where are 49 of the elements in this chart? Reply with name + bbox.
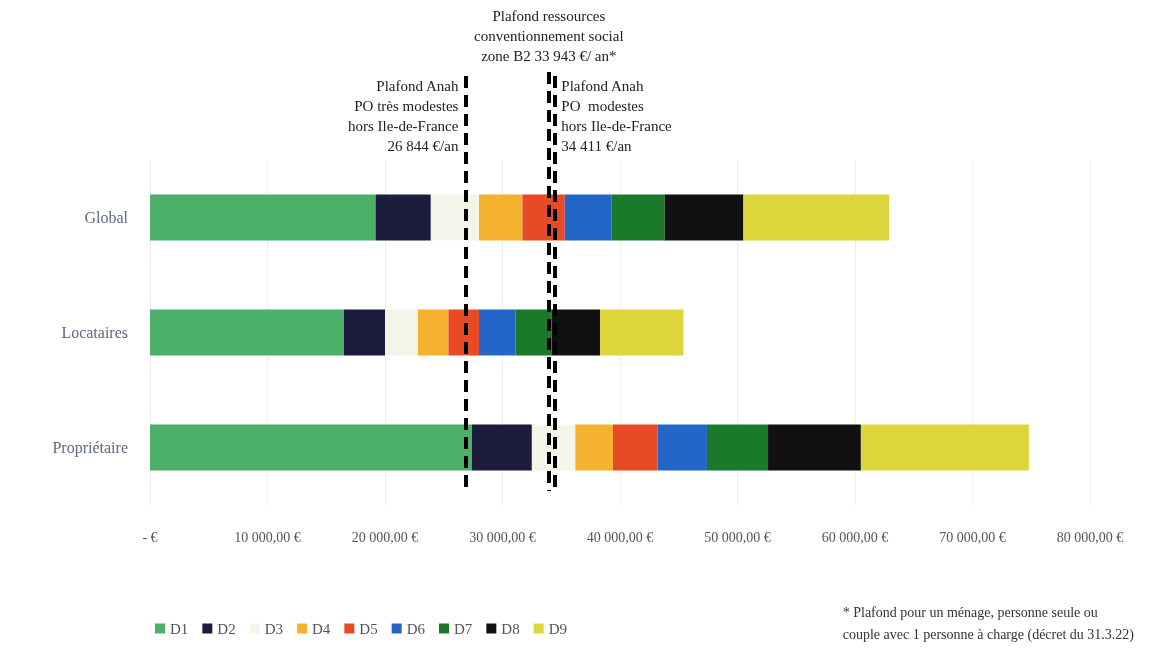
- bar: [657, 424, 707, 471]
- y-tick-label: Locataires: [61, 324, 128, 341]
- x-tick-label: 20 000,00 €: [351, 529, 419, 545]
- legend-label: D5: [359, 620, 378, 637]
- bar: [564, 194, 612, 241]
- bar: [417, 309, 449, 356]
- bar: [612, 424, 658, 471]
- legend-label: D6: [406, 620, 426, 637]
- bar: [515, 309, 552, 356]
- text: * Plafond pour un ménage, personne seule ou couple avec 1 personne à charge (décret du 31.3.22): [842, 604, 1135, 643]
- bar: [768, 424, 861, 471]
- bar: [343, 309, 385, 356]
- x-tick-label: 80 000,00 €: [1056, 529, 1124, 545]
- bar: [706, 424, 769, 471]
- bar: [479, 309, 516, 356]
- bar: [150, 424, 472, 471]
- bar: [664, 194, 744, 241]
- bar: [600, 309, 684, 356]
- x-tick-label: 50 000,00 €: [704, 529, 771, 545]
- bar: [471, 424, 532, 471]
- bar: [479, 194, 523, 241]
- bar: [430, 194, 479, 241]
- bar: [448, 309, 479, 356]
- bar: [611, 194, 665, 241]
- x-tick-label: 10 000,00 €: [234, 529, 301, 545]
- bar: [150, 309, 344, 356]
- x-tick-label: 40 000,00 €: [586, 529, 654, 545]
- bar: [860, 424, 1029, 471]
- legend-label: D3: [264, 620, 284, 637]
- x-tick-label: - €: [142, 529, 158, 545]
- legend-label: D4: [312, 620, 331, 637]
- ref-line-label: Plafond Anah PO très modestes hors Ile-de-France 26 844 €/an: [348, 78, 459, 154]
- y-tick-label: Propriétaire: [52, 439, 128, 457]
- legend-label: D7: [454, 620, 473, 637]
- legend-label: D1: [170, 620, 189, 637]
- legend-label: D8: [501, 620, 520, 637]
- bar: [551, 309, 601, 356]
- bar: [575, 424, 613, 471]
- legend-label: D2: [217, 620, 236, 637]
- bar: [375, 194, 431, 241]
- x-tick-label: 60 000,00 €: [821, 529, 889, 545]
- ref-line-label: Plafond ressources conventionnement social zone B2 33 943 €/ an*: [474, 8, 624, 64]
- legend-label: D9: [548, 620, 567, 637]
- bar: [743, 194, 890, 241]
- bar: [150, 194, 376, 241]
- x-tick-label: 30 000,00 €: [469, 529, 536, 545]
- x-tick-label: 70 000,00 €: [939, 529, 1006, 545]
- ref-line-label: Plafond Anah PO modestes hors Ile-de-France 34 411 €/an: [561, 78, 673, 154]
- y-tick-label: Global: [84, 209, 129, 226]
